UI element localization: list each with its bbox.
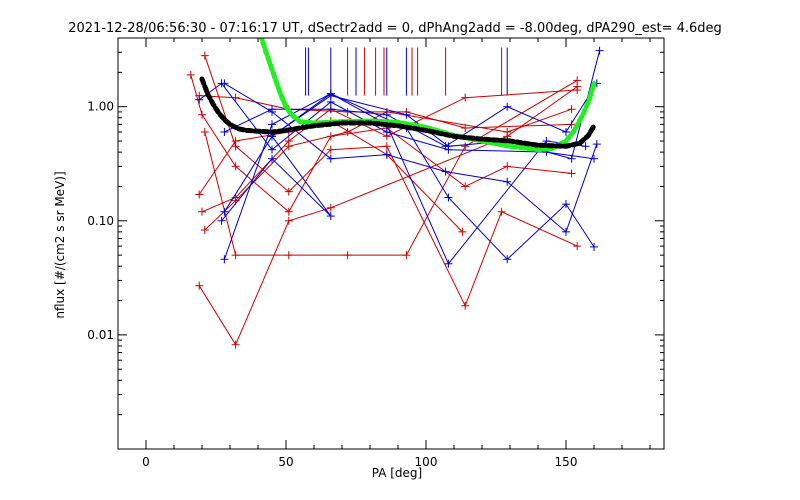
series-10-point-6	[581, 142, 590, 151]
series-5-point-1	[231, 251, 240, 260]
series-6-point-3	[343, 128, 352, 137]
series-4-point-1	[231, 340, 240, 349]
series-9-point-8	[562, 200, 570, 209]
series-1-point-5	[461, 301, 470, 310]
series-6-point-6	[567, 105, 576, 114]
y-tick-label: 0.10	[87, 214, 114, 228]
series-line-1	[204, 55, 578, 308]
series-7-point-5	[461, 124, 470, 133]
series-line-9	[221, 93, 595, 261]
series-11-point-6	[562, 227, 570, 236]
chart-title: 2021-12-28/06:56:30 - 07:16:17 UT, dSect…	[68, 21, 722, 36]
plot-clip-group	[186, 38, 604, 349]
series-5-point-5	[461, 142, 470, 151]
series-0-point-8	[567, 169, 576, 178]
series-9-point-7	[503, 255, 512, 264]
axes: 0 50 100 150 0.01 0.10 1.00	[87, 37, 665, 469]
series-13-point-5	[503, 102, 512, 111]
plot-frame	[117, 37, 665, 450]
series-2-point-5	[458, 227, 467, 236]
series-line-11	[224, 82, 598, 233]
series-13-point-0	[220, 128, 229, 137]
series-5-point-6	[573, 76, 582, 85]
series-8-point-2	[268, 145, 276, 154]
series-3-point-0	[198, 207, 206, 216]
series-8-point-4	[382, 128, 391, 137]
series-4-point-2	[284, 216, 293, 225]
series-13-point-1	[268, 105, 276, 114]
series-12-point-7	[595, 46, 604, 55]
series-1-point-4	[382, 142, 391, 151]
series-1-point-2	[284, 187, 293, 196]
series-1-point-3	[326, 145, 335, 154]
y-axis-title: nflux [#/(cm2 s sr MeV)]	[53, 171, 67, 318]
series-0-point-0	[186, 70, 195, 79]
series-9-point-2	[326, 212, 335, 221]
y-tick-label: 1.00	[87, 100, 114, 114]
series-12-point-6	[567, 154, 576, 163]
series-6-point-0	[200, 226, 209, 235]
series-9-point-9	[590, 242, 598, 251]
series-10-point-4	[444, 259, 453, 268]
series-11-point-2	[326, 154, 335, 163]
series-0-point-1	[198, 110, 206, 119]
series-0-point-6	[461, 182, 470, 191]
series-9-point-1	[268, 154, 276, 163]
series-5-point-3	[343, 251, 352, 260]
series-5-point-0	[200, 128, 209, 137]
series-11-point-3	[382, 150, 391, 159]
series-2-point-1	[231, 137, 240, 146]
series-13-point-3	[382, 110, 391, 119]
series-0-point-7	[503, 162, 512, 171]
plot-area	[186, 38, 604, 349]
x-tick-label: 0	[142, 455, 150, 469]
series-5-point-2	[284, 251, 293, 260]
series-0-point-3	[284, 207, 293, 216]
series-4-point-0	[195, 281, 204, 290]
series-1-point-0	[200, 51, 209, 60]
series-4-point-3	[326, 203, 335, 212]
series-11-point-7	[592, 140, 601, 149]
series-line-8	[198, 82, 595, 160]
series-12-point-3	[402, 110, 411, 119]
series-6-point-5	[503, 128, 512, 137]
series-2-point-0	[195, 190, 204, 199]
series-0-point-2	[231, 162, 240, 171]
x-axis-title: PA [deg]	[372, 466, 422, 480]
series-13-point-6	[562, 128, 570, 137]
series-10-point-0	[220, 255, 229, 264]
x-tick-label: 150	[555, 455, 578, 469]
x-tick-label: 100	[415, 455, 438, 469]
series-7-point-6	[567, 120, 576, 129]
series-9-point-0	[217, 216, 226, 225]
x-tick-label: 50	[278, 455, 293, 469]
series-6-point-2	[284, 142, 293, 151]
series-11-point-0	[220, 79, 229, 88]
series-3-point-5	[461, 93, 470, 102]
green-fit-curve	[258, 38, 597, 153]
series-11-point-5	[503, 177, 512, 186]
series-11-point-4	[441, 167, 450, 176]
black-fit-curve	[199, 76, 597, 149]
series-13-point-2	[326, 105, 335, 114]
series-1-point-7	[573, 242, 582, 251]
series-1-point-6	[497, 207, 506, 216]
series-5-point-4	[402, 251, 411, 260]
series-9-point-6	[444, 193, 453, 202]
series-10-point-1	[268, 120, 276, 129]
series-12-point-2	[326, 91, 335, 100]
series-12-point-0	[220, 207, 229, 216]
y-tick-label: 0.01	[87, 328, 114, 342]
series-13-point-4	[441, 142, 450, 151]
series-8-point-0	[195, 95, 204, 104]
